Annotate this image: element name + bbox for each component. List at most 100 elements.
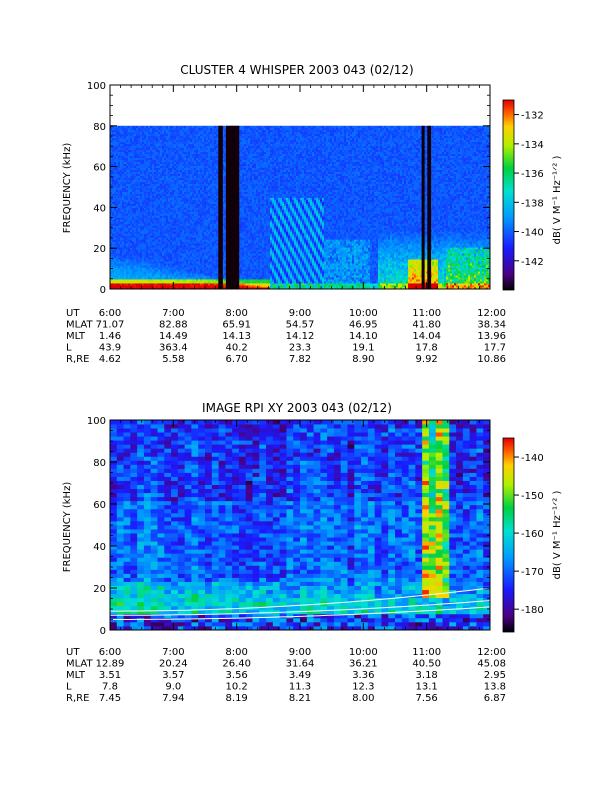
spectrogram-cell (214, 239, 217, 242)
spectrogram-cell (124, 251, 127, 254)
spectrogram-cell (176, 179, 179, 182)
spectrogram-cell (168, 225, 171, 228)
spectrogram-cell (210, 185, 213, 188)
spectrogram-cell (210, 129, 213, 133)
spectrogram-cell (140, 183, 143, 186)
spectrogram-cell (116, 265, 119, 268)
spectrogram-cell (172, 139, 175, 143)
spectrogram-cell (122, 231, 125, 234)
spectrogram-cell (174, 141, 177, 145)
spectrogram-cell (168, 147, 171, 151)
spectrogram-cell (152, 199, 155, 202)
spectrogram-cell (114, 227, 117, 230)
spectrogram-cell (196, 149, 199, 153)
spectrogram-cell (144, 223, 147, 226)
spectrogram-cell (164, 171, 167, 174)
spectrogram-cell (130, 137, 133, 141)
spectrogram-cell (176, 221, 179, 224)
spectrogram-cell (158, 171, 161, 174)
spectrogram-cell (216, 263, 219, 266)
spectrogram-cell (148, 223, 151, 226)
spectrogram-cell (164, 139, 167, 143)
spectrogram-cell (158, 211, 161, 214)
spectrogram-cell (186, 233, 189, 236)
spectrogram-cell (112, 177, 115, 180)
spectrogram-cell (202, 239, 205, 242)
spectrogram-cell (194, 263, 197, 266)
spectrogram-cell (114, 211, 117, 214)
spectrogram-cell (134, 167, 137, 170)
spectrogram-cell (178, 131, 181, 135)
spectrogram-cell (216, 173, 219, 176)
spectrogram-cell (198, 283, 201, 286)
spectrogram-cell (216, 161, 219, 165)
spectrogram-cell (158, 139, 161, 143)
spectrogram-cell (146, 183, 149, 186)
spectrogram-cell (206, 259, 209, 262)
spectrogram-cell (116, 255, 119, 258)
spectrogram-cell (132, 239, 135, 242)
spectrogram-cell (118, 135, 121, 139)
spectrogram-cell (180, 183, 183, 186)
spectrogram-cell (126, 165, 129, 168)
spectrogram-cell (140, 205, 143, 208)
spectrogram-cell (128, 255, 131, 258)
spectrogram-cell (198, 275, 201, 278)
spectrogram-cell (190, 165, 193, 168)
spectrogram-cell (176, 257, 179, 260)
spectrogram-cell (132, 143, 135, 147)
spectrogram-cell (142, 163, 145, 166)
spectrogram-cell (136, 271, 139, 274)
spectrogram-cell (186, 153, 189, 157)
spectrogram-cell (204, 135, 207, 139)
spectrogram-cell (136, 163, 139, 166)
spectrogram-cell (194, 233, 197, 236)
spectrogram-cell (154, 177, 157, 180)
spectrogram-cell (184, 259, 187, 262)
spectrogram-cell (168, 257, 171, 260)
spectrogram-cell (180, 213, 183, 216)
spectrogram-cell (158, 209, 161, 212)
spectrogram-cell (112, 279, 115, 282)
spectrogram-cell (150, 169, 153, 172)
spectrogram-cell (142, 187, 145, 190)
spectrogram-cell (210, 261, 213, 264)
spectrogram-cell (210, 247, 213, 250)
spectrogram-cell (194, 279, 197, 282)
spectrogram-cell (164, 287, 167, 290)
spectrogram-cell (160, 211, 163, 214)
spectrogram-cell (188, 223, 191, 226)
spectrogram-cell (138, 285, 141, 288)
spectrogram-cell (118, 189, 121, 192)
spectrogram-cell (188, 169, 191, 172)
spectrogram-cell (128, 231, 131, 234)
spectrogram-cell (136, 259, 139, 262)
spectrogram-cell (214, 271, 217, 274)
spectrogram-cell (150, 199, 153, 202)
spectrogram-cell (212, 151, 215, 155)
spectrogram-cell (154, 281, 157, 284)
spectrogram-cell (166, 165, 169, 168)
spectrogram-cell (182, 213, 185, 216)
spectrogram-cell (172, 231, 175, 234)
spectrogram-cell (114, 187, 117, 190)
spectrogram-cell (122, 211, 125, 214)
spectrogram-cell (148, 255, 151, 258)
spectrogram-cell (166, 125, 169, 129)
spectrogram-cell (136, 131, 139, 135)
spectrogram-cell (176, 139, 179, 143)
spectrogram-cell (208, 171, 211, 174)
spectrogram-cell (136, 133, 139, 137)
spectrogram-cell (140, 259, 143, 262)
spectrogram-cell (184, 223, 187, 226)
spectrogram-cell (122, 149, 125, 153)
spectrogram-cell (164, 195, 167, 198)
spectrogram-cell (140, 167, 143, 170)
spectrogram-cell (210, 277, 213, 280)
spectrogram-cell (152, 139, 155, 143)
spectrogram-cell (180, 175, 183, 178)
spectrogram-cell (120, 133, 123, 137)
spectrogram-cell (162, 165, 165, 168)
spectrogram-cell (178, 255, 181, 258)
spectrogram-cell (160, 183, 163, 186)
